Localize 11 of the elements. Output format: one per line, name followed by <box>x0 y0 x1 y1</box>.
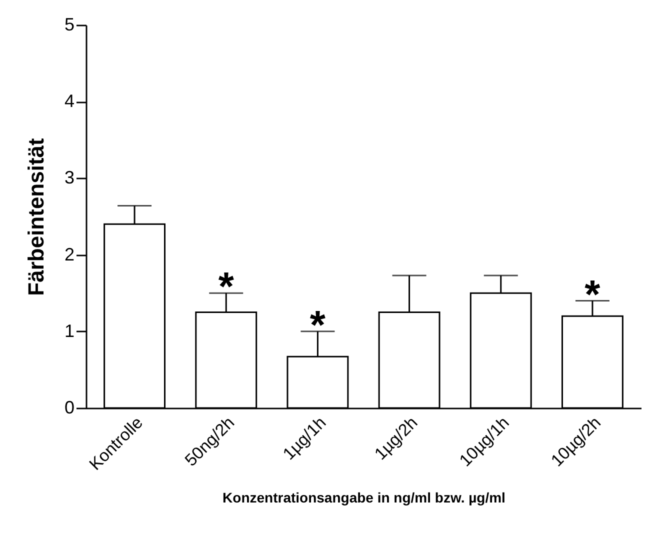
y-tick-label: 3 <box>64 168 74 188</box>
y-tick-label: 0 <box>64 398 74 418</box>
y-tick-label: 5 <box>64 14 74 34</box>
y-tick-label: 4 <box>64 91 74 112</box>
annotation: * <box>584 272 601 317</box>
x-axis-title: Konzentrationsangabe in ng/ml bzw. µg/ml <box>222 489 506 506</box>
y-tick-label: 1 <box>64 320 74 341</box>
annotation: * <box>218 265 234 310</box>
y-axis-title: Färbeintensität <box>23 137 48 296</box>
y-tick-label: 2 <box>64 244 74 264</box>
annotation: * <box>310 303 326 348</box>
